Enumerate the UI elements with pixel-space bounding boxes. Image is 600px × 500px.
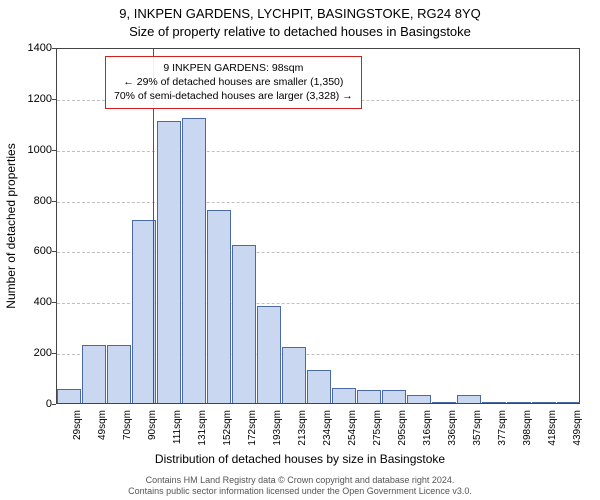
histogram-bar	[307, 370, 331, 403]
histogram-bar	[57, 389, 81, 403]
histogram-bar	[557, 402, 581, 403]
x-tick-label: 234sqm	[322, 410, 333, 446]
x-tick-label: 316sqm	[422, 410, 433, 446]
histogram-bar	[257, 306, 281, 403]
footer-attribution: Contains HM Land Registry data © Crown c…	[0, 475, 600, 498]
x-tick-label: 90sqm	[147, 410, 158, 440]
chart-title-address: 9, INKPEN GARDENS, LYCHPIT, BASINGSTOKE,…	[0, 6, 600, 21]
x-tick-label: 111sqm	[172, 410, 183, 444]
x-tick-label: 49sqm	[97, 410, 108, 440]
y-tick-label: 1000	[12, 144, 52, 156]
histogram-bar	[432, 402, 456, 403]
x-tick-label: 152sqm	[222, 410, 233, 446]
histogram-bar	[532, 402, 556, 403]
chart-title-sub: Size of property relative to detached ho…	[0, 24, 600, 39]
x-tick-label: 275sqm	[372, 410, 383, 446]
x-tick-label: 70sqm	[122, 410, 133, 440]
y-tick-label: 200	[12, 347, 52, 359]
histogram-bar	[507, 402, 531, 403]
annot-line1: 9 INKPEN GARDENS: 98sqm	[114, 61, 353, 75]
x-tick-label: 172sqm	[247, 410, 258, 446]
y-tick-label: 1400	[12, 42, 52, 54]
x-tick-label: 254sqm	[347, 410, 358, 446]
x-tick-label: 29sqm	[72, 410, 83, 440]
histogram-bar	[207, 210, 231, 403]
y-axis-label: Number of detached properties	[4, 143, 18, 308]
histogram-bar	[357, 390, 381, 403]
histogram-bar	[332, 388, 356, 403]
histogram-bar	[157, 121, 181, 403]
annot-line3: 70% of semi-detached houses are larger (…	[114, 89, 353, 103]
histogram-bar	[82, 345, 106, 403]
histogram-bar	[282, 347, 306, 403]
y-tick-label: 800	[12, 195, 52, 207]
histogram-bar	[107, 345, 131, 403]
x-tick-label: 377sqm	[497, 410, 508, 446]
y-tick-label: 400	[12, 296, 52, 308]
histogram-chart: 9, INKPEN GARDENS, LYCHPIT, BASINGSTOKE,…	[0, 0, 600, 500]
annotation-box: 9 INKPEN GARDENS: 98sqm← 29% of detached…	[105, 56, 362, 109]
x-tick-label: 193sqm	[272, 410, 283, 446]
histogram-bar	[382, 390, 406, 403]
histogram-bar	[232, 245, 256, 403]
x-tick-label: 336sqm	[447, 410, 458, 446]
footer-line1: Contains HM Land Registry data © Crown c…	[146, 475, 455, 485]
y-tick-label: 0	[12, 398, 52, 410]
histogram-bar	[457, 395, 481, 403]
x-tick-label: 418sqm	[547, 410, 558, 446]
histogram-bar	[182, 118, 206, 403]
histogram-bar	[407, 395, 431, 403]
x-tick-label: 398sqm	[522, 410, 533, 446]
y-tick-label: 600	[12, 245, 52, 257]
histogram-bar	[482, 402, 506, 403]
footer-line2: Contains public sector information licen…	[128, 486, 472, 496]
x-tick-label: 295sqm	[397, 410, 408, 446]
y-tick-label: 1200	[12, 93, 52, 105]
x-tick-label: 213sqm	[297, 410, 308, 446]
annot-line2: ← 29% of detached houses are smaller (1,…	[114, 75, 353, 89]
x-axis-label: Distribution of detached houses by size …	[0, 452, 600, 466]
x-tick-label: 439sqm	[572, 410, 583, 446]
x-tick-label: 131sqm	[197, 410, 208, 446]
x-tick-label: 357sqm	[472, 410, 483, 446]
